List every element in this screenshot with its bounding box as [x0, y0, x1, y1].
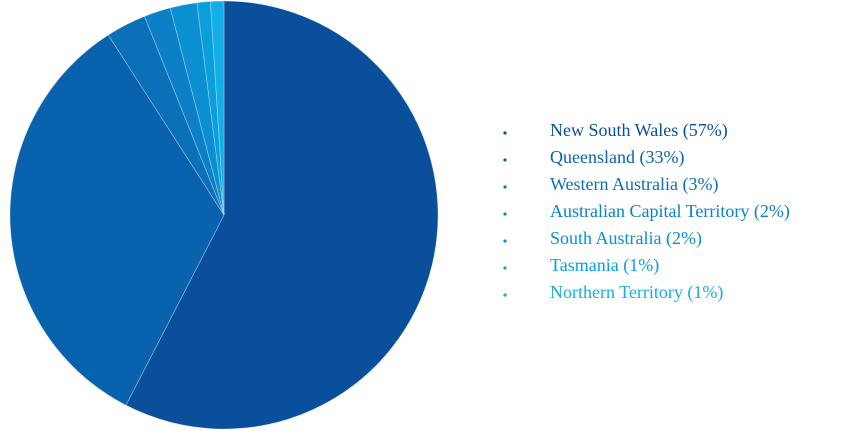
legend-bullet — [503, 239, 507, 243]
pie-slice — [143, 7, 225, 216]
legend-name: Australian Capital Territory — [550, 201, 749, 221]
legend-name: Tasmania — [550, 255, 619, 275]
legend-bullet — [503, 185, 507, 189]
legend-name: South Australia — [550, 228, 662, 248]
legend-bullet — [503, 212, 507, 216]
legend-name: Northern Territory — [550, 282, 683, 302]
legend-value: (57%) — [683, 120, 728, 141]
legend-label: South Australia (2%) — [550, 228, 702, 249]
pie-slice — [9, 34, 225, 406]
legend-value: (33%) — [639, 147, 684, 168]
legend-name: Western Australia — [550, 174, 678, 194]
legend-label: Northern Territory (1%) — [550, 282, 723, 303]
legend-name: New South Wales — [550, 120, 678, 140]
legend-bullet — [503, 158, 507, 162]
legend-value: (1%) — [623, 255, 659, 276]
legend-bullet — [503, 266, 507, 270]
legend-label: New South Wales (57%) — [550, 120, 728, 141]
legend-value: (1%) — [687, 282, 723, 303]
legend-label: Western Australia (3%) — [550, 174, 719, 195]
pie-slice — [107, 15, 225, 216]
pie-slice — [196, 1, 225, 216]
legend-label: Tasmania (1%) — [550, 255, 659, 276]
pie-slice — [169, 2, 225, 216]
pie-slice — [125, 0, 439, 430]
pie-slice — [210, 0, 225, 216]
legend-bullet — [503, 131, 507, 135]
legend-label: Queensland (33%) — [550, 147, 684, 168]
legend-value: (2%) — [666, 228, 702, 249]
legend-label: Australian Capital Territory (2%) — [550, 201, 790, 222]
legend-name: Queensland — [550, 147, 635, 167]
legend-bullet — [503, 293, 507, 297]
legend-value: (2%) — [754, 201, 790, 222]
legend-value: (3%) — [683, 174, 719, 195]
